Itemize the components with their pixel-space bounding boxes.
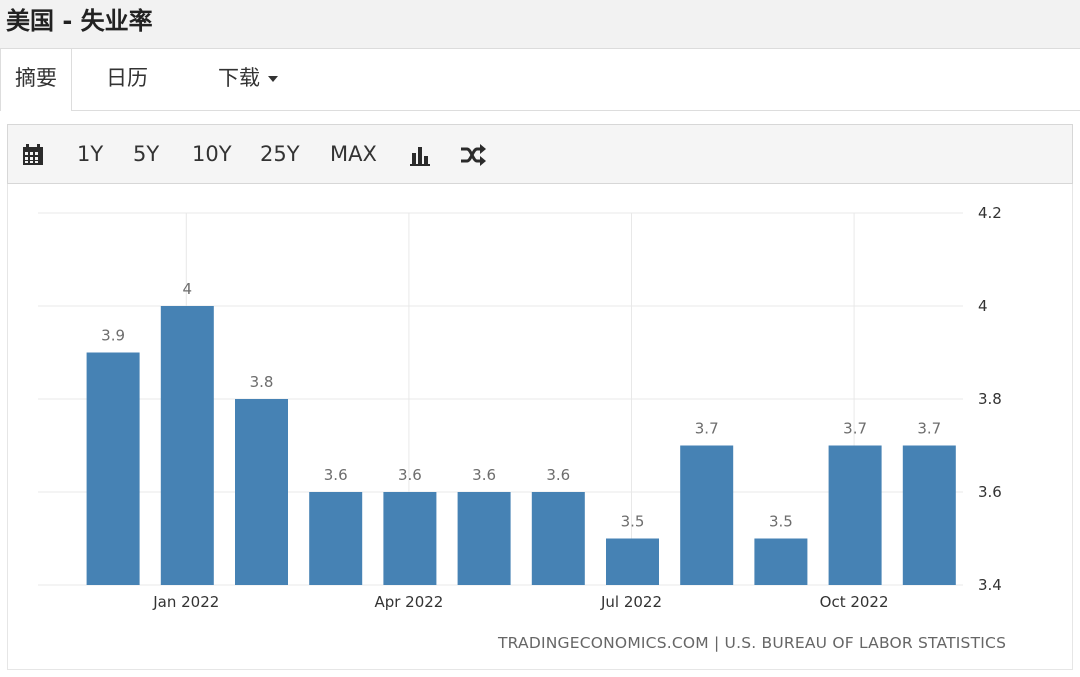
tab-calendar[interactable]: 日历 [106,66,148,90]
chart-panel: 4.2 4 3.8 3.6 3.4 Jan 2022 Apr 2022 Jul 2022 Oct… [7,184,1073,670]
title-bar: 美国 - 失业率 [0,0,1080,49]
bar[interactable] [680,445,734,586]
bar-value-label: 3.5 [621,513,645,531]
tab-download-label: 下载 [218,66,260,90]
bar-value-label: 3.6 [324,466,348,484]
shuffle-icon [461,144,486,166]
chart-toolbar: 1Y 5Y 10Y 25Y MAX [7,124,1073,184]
calendar-button[interactable] [22,125,44,183]
source-credit: TRADINGECONOMICS.COM | U.S. BUREAU OF LA… [498,634,1007,652]
bar-value-label: 3.7 [843,420,867,438]
y-tick-label: 3.4 [978,576,1002,594]
bar[interactable] [457,492,511,585]
bar-value-label: 3.6 [546,466,570,484]
range-25y-button[interactable]: 25Y [260,142,300,166]
bar[interactable] [606,538,659,586]
bar[interactable] [531,492,585,585]
bar[interactable] [160,306,214,585]
tabs-bar: 摘要 日历 下载 [0,49,1080,111]
bar[interactable] [754,538,808,586]
chart-type-button[interactable] [409,125,431,183]
calendar-icon [23,144,43,165]
bar[interactable] [828,445,882,586]
y-tick-label: 3.8 [978,390,1002,408]
bar-value-label: 3.6 [472,466,496,484]
bar[interactable] [902,445,956,586]
range-5y-button[interactable]: 5Y [133,142,160,166]
bar-value-label: 3.6 [398,466,422,484]
bar-value-label: 3.9 [101,327,125,345]
y-tick-label: 4.2 [978,204,1002,222]
bar[interactable] [86,352,140,586]
tab-summary[interactable]: 摘要 [0,49,72,111]
bar-chart: 4.2 4 3.8 3.6 3.4 Jan 2022 Apr 2022 Jul 2022 Oct… [38,204,1002,611]
range-1y-button[interactable]: 1Y [77,142,104,166]
bar-value-label: 4 [183,280,193,298]
bar[interactable] [309,492,363,585]
x-tick-label: Oct 2022 [820,593,889,611]
range-max-button[interactable]: MAX [330,142,377,166]
x-tick-label: Jul 2022 [600,593,662,611]
bar-chart-icon [410,147,430,166]
x-tick-label: Jan 2022 [152,593,219,611]
bar-value-label: 3.8 [250,373,274,391]
bar-value-label: 3.5 [769,513,793,531]
bar[interactable] [383,492,437,585]
chevron-down-icon [268,76,278,82]
range-10y-button[interactable]: 10Y [192,142,232,166]
page-title: 美国 - 失业率 [6,7,153,35]
tab-download[interactable]: 下载 [218,49,278,110]
compare-button[interactable] [460,125,486,183]
y-tick-label: 4 [978,297,988,315]
x-tick-label: Apr 2022 [374,593,443,611]
y-tick-label: 3.6 [978,483,1002,501]
bar-value-label: 3.7 [695,420,719,438]
bar[interactable] [235,399,288,585]
bar-value-label: 3.7 [917,420,941,438]
